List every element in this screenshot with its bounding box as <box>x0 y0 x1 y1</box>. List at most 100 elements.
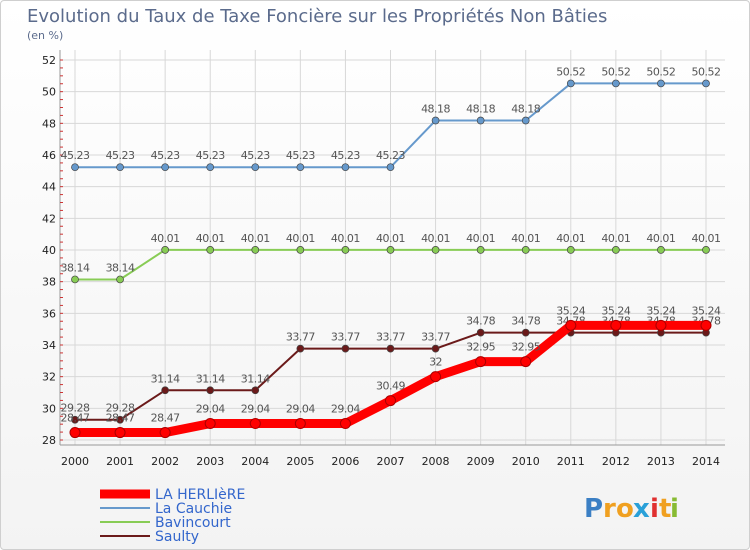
y-tick-label: 28 <box>42 434 56 447</box>
data-point <box>702 245 710 254</box>
data-point <box>206 245 215 254</box>
data-label: 29.04 <box>331 403 360 416</box>
y-tick-label: 42 <box>42 212 56 225</box>
data-label: 45.23 <box>196 149 225 162</box>
data-label: 40.01 <box>511 232 540 245</box>
legend-label: LA HERLIèRE <box>155 487 245 503</box>
logo-letter: i <box>650 494 660 524</box>
y-tick-label: 44 <box>42 181 56 194</box>
y-tick-label: 30 <box>42 402 56 415</box>
series-group: 29.28 29.28 31.14 31.14 31.14 33.77 33.77 33.77… <box>61 65 721 439</box>
data-label: 29.28 <box>61 402 90 415</box>
x-tick-label: 2012 <box>602 455 630 468</box>
data-label: 29.04 <box>241 403 270 416</box>
data-label: 50.52 <box>692 65 721 78</box>
data-point <box>386 163 395 172</box>
data-point <box>116 275 124 284</box>
x-tick-label: 2008 <box>422 455 450 468</box>
y-tick-label: 50 <box>42 86 56 99</box>
data-point <box>385 395 396 407</box>
data-label: 32.95 <box>511 341 540 354</box>
x-tick-label: 2002 <box>151 455 179 468</box>
data-point <box>430 371 442 383</box>
data-point <box>296 344 305 353</box>
x-tick-label: 2005 <box>286 455 314 468</box>
data-label: 40.01 <box>421 232 450 245</box>
data-label: 40.01 <box>646 232 675 245</box>
data-label: 50.52 <box>646 65 675 78</box>
data-label: 38.14 <box>106 261 135 274</box>
data-point <box>116 163 124 172</box>
y-tick-label: 40 <box>42 244 56 257</box>
data-label: 45.23 <box>331 149 360 162</box>
x-tick-label: 2014 <box>692 455 720 468</box>
data-label: 33.77 <box>376 331 405 344</box>
data-point <box>341 245 350 254</box>
data-point <box>655 319 667 331</box>
data-label: 28.47 <box>151 412 180 425</box>
x-tick-label: 2013 <box>647 455 675 468</box>
x-tick-label: 2001 <box>106 455 134 468</box>
series-la-cauchie: 45.23 45.23 45.23 45.23 45.23 45.23 45.23 45.23… <box>61 65 721 172</box>
data-label: 48.18 <box>466 102 495 115</box>
data-label: 45.23 <box>151 149 180 162</box>
data-label: 31.14 <box>196 372 225 385</box>
data-label: 45.23 <box>106 149 135 162</box>
data-label: 40.01 <box>601 232 630 245</box>
data-point <box>251 386 260 395</box>
data-point <box>206 386 215 395</box>
x-tick-label: 2003 <box>196 455 224 468</box>
x-tick-label: 2004 <box>241 455 269 468</box>
data-label: 48.18 <box>421 102 450 115</box>
x-tick-label: 2006 <box>331 455 359 468</box>
data-label: 40.01 <box>151 232 180 245</box>
data-label: 28.47 <box>61 412 90 425</box>
data-label: 45.23 <box>376 149 405 162</box>
data-label: 35.24 <box>646 304 675 317</box>
data-label: 33.77 <box>331 331 360 344</box>
data-label: 29.28 <box>106 402 135 415</box>
data-label: 45.23 <box>286 149 315 162</box>
axes: 28 30 32 34 36 38 40 42 44 46 48 50 52 2000 2001 2002 20… <box>42 50 725 468</box>
x-tick-label: 2000 <box>61 455 89 468</box>
data-label: 31.14 <box>151 372 180 385</box>
data-label: 32.95 <box>466 341 495 354</box>
data-point <box>431 344 440 353</box>
data-point <box>161 386 169 395</box>
data-label: 40.01 <box>331 232 360 245</box>
data-label: 34.78 <box>511 315 540 328</box>
proxiti-logo: Pr ox i ti <box>584 494 679 524</box>
data-label: 50.52 <box>601 65 630 78</box>
data-label: 40.01 <box>241 232 270 245</box>
data-point <box>612 245 620 254</box>
data-label: 38.14 <box>61 261 90 274</box>
y-tick-label: 46 <box>42 149 56 162</box>
data-point <box>341 163 350 172</box>
x-tick-label: 2010 <box>512 455 540 468</box>
data-point <box>116 415 124 424</box>
data-point <box>71 275 79 284</box>
data-label: 33.77 <box>421 331 450 344</box>
data-point <box>431 116 440 125</box>
data-point <box>521 328 530 337</box>
logo-letter: t <box>659 494 672 524</box>
data-point <box>251 163 260 172</box>
data-point <box>521 116 530 125</box>
legend-label: La Cauchie <box>155 501 232 517</box>
data-point <box>476 245 485 254</box>
y-tick-label: 36 <box>42 307 56 320</box>
data-point <box>296 245 305 254</box>
data-point <box>386 245 395 254</box>
data-label: 32 <box>429 356 442 369</box>
y-tick-label: 38 <box>42 276 56 289</box>
data-point <box>71 163 79 172</box>
legend-label: Bavincourt <box>155 515 231 531</box>
data-point <box>204 418 216 430</box>
data-label: 35.24 <box>692 304 721 317</box>
series-bavincourt: 38.14 38.14 40.01 40.01 40.01 40.01 40.01 40.01… <box>61 232 721 284</box>
data-point <box>520 356 532 368</box>
logo-letter: P <box>584 494 604 524</box>
y-tick-label: 48 <box>42 117 56 130</box>
